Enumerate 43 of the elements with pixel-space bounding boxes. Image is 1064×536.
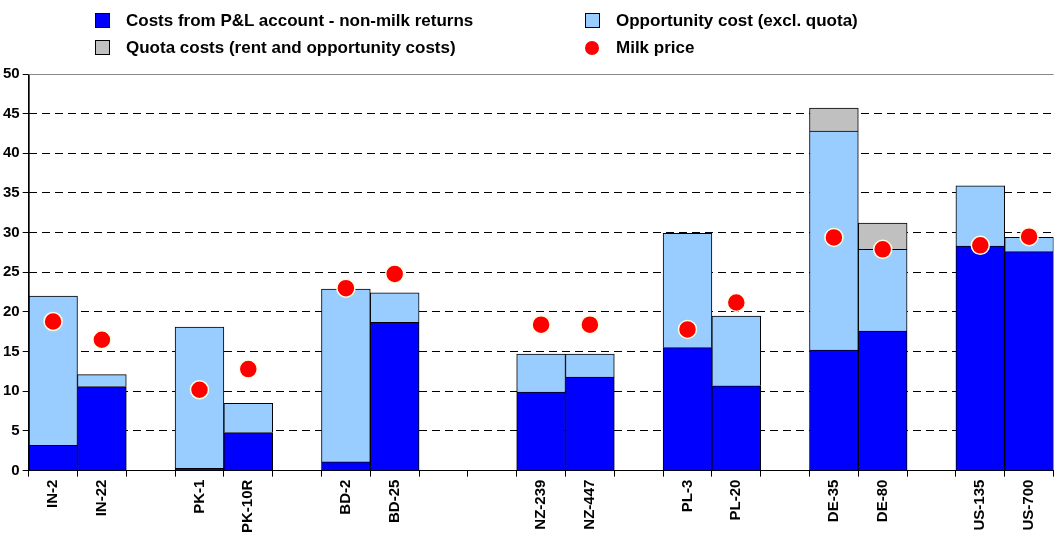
point: [1019, 226, 1039, 247]
x-tick-label: US-135: [970, 479, 988, 531]
y-tick-label: 30: [3, 222, 20, 240]
x-tick-label: PL-3: [677, 479, 695, 513]
x-tick-label: NZ-447: [580, 479, 598, 530]
legend-label: Costs from P&L account - non-milk returns: [126, 10, 474, 31]
point: [336, 278, 356, 298]
point: [824, 227, 844, 248]
y-tick-label: 45: [3, 103, 20, 121]
point: [872, 239, 893, 260]
x-tick-label: DE-80: [872, 479, 890, 523]
point: [677, 319, 698, 340]
point: [580, 314, 600, 335]
legend-label: Milk price: [616, 37, 695, 58]
x-tick-label: IN-2: [43, 479, 61, 508]
x-tick-label: US-700: [1019, 479, 1037, 531]
legend-label: Opportunity cost (excl. quota): [616, 10, 858, 31]
point: [726, 292, 747, 313]
y-tick-label: 50: [3, 64, 20, 82]
y-tick-label: 40: [3, 143, 20, 161]
x-tick-label: NZ-239: [531, 479, 549, 530]
x-tick-label: PK-10R: [238, 479, 256, 534]
x-tick-label: DE-35: [824, 479, 842, 523]
y-tick-label: 25: [3, 262, 20, 280]
point: [43, 311, 63, 332]
x-tick-label: BD-25: [384, 479, 402, 524]
y-tick-label: 5: [11, 421, 20, 439]
y-tick-label: 15: [3, 341, 20, 359]
y-tick-label: 0: [11, 460, 20, 478]
y-tick-label: 10: [3, 381, 20, 399]
point: [189, 379, 210, 400]
point: [92, 330, 112, 350]
x-tick-label: PK-1: [189, 479, 207, 514]
y-tick-label: 35: [3, 183, 20, 201]
point: [970, 235, 991, 256]
x-tick-label: IN-22: [92, 479, 110, 517]
y-tick-label: 20: [3, 302, 20, 320]
legend-label: Quota costs (rent and opportunity costs): [126, 37, 456, 58]
point: [531, 314, 551, 335]
x-tick-label: PL-20: [726, 479, 744, 521]
point: [384, 264, 405, 284]
point: [238, 359, 259, 379]
x-tick-label: BD-2: [336, 479, 354, 515]
